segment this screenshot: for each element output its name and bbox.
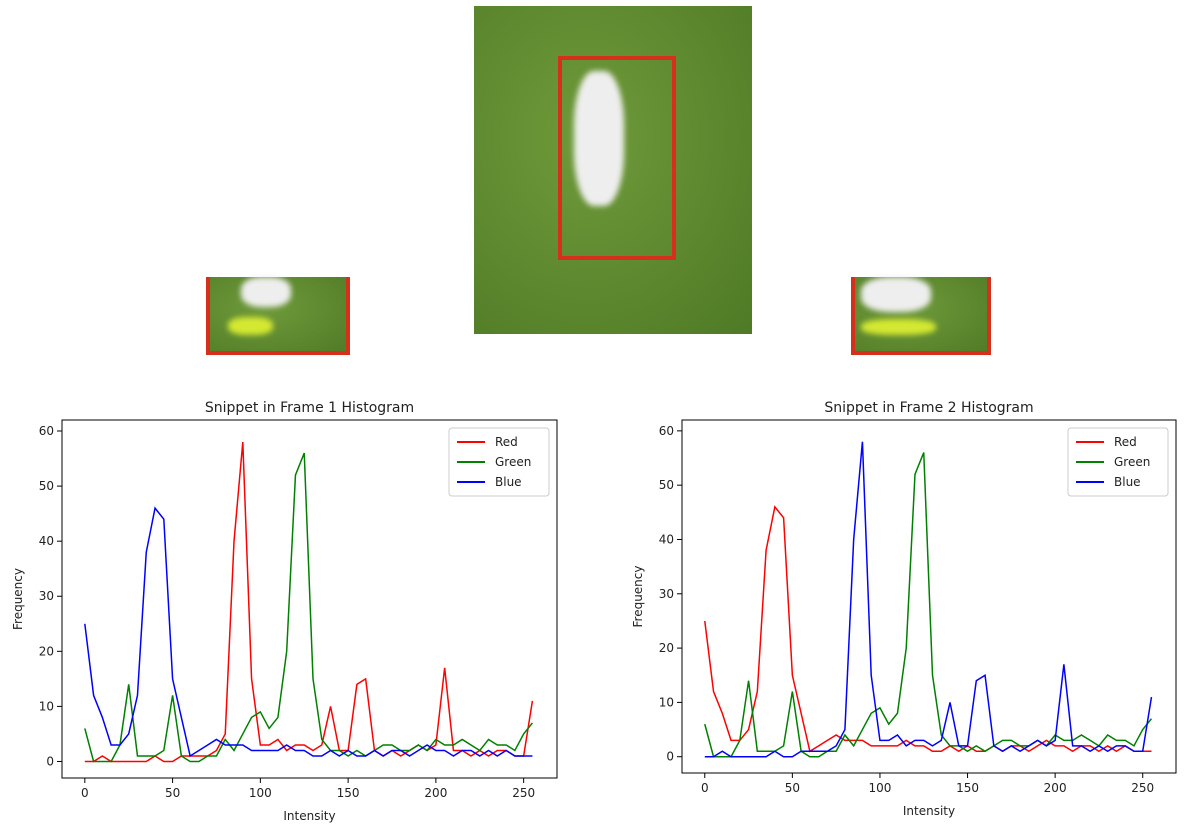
y-tick-label: 10	[659, 695, 674, 709]
series-line	[84, 452, 534, 763]
bounding-box	[558, 56, 676, 260]
leg	[241, 277, 291, 307]
legend-label: Blue	[495, 475, 522, 489]
y-tick-label: 0	[666, 750, 674, 764]
legend-label: Red	[1114, 435, 1137, 449]
snippet-box	[206, 277, 350, 355]
x-tick-label: 250	[512, 786, 535, 800]
chart-title: Snippet in Frame 1 Histogram	[205, 400, 414, 416]
x-tick-label: 100	[249, 786, 272, 800]
player	[574, 71, 624, 206]
legend-label: Blue	[1114, 475, 1141, 489]
legend-label: Green	[1114, 455, 1150, 469]
x-tick-label: 50	[165, 786, 180, 800]
x-tick-label: 0	[81, 786, 89, 800]
x-axis-label: Intensity	[283, 809, 335, 823]
y-tick-label: 50	[659, 478, 674, 492]
y-tick-label: 60	[39, 424, 54, 438]
series-line	[704, 505, 1152, 753]
shoe	[861, 319, 936, 335]
y-tick-label: 40	[39, 534, 54, 548]
leg	[861, 277, 931, 312]
x-tick-label: 100	[868, 781, 891, 795]
legend-label: Red	[495, 435, 518, 449]
snippet-2	[851, 277, 991, 355]
x-tick-label: 200	[424, 786, 447, 800]
x-tick-label: 0	[701, 781, 709, 795]
y-axis-label: Frequency	[631, 566, 645, 628]
legend-box	[1067, 427, 1169, 497]
snippet-box	[851, 277, 991, 355]
x-tick-label: 150	[956, 781, 979, 795]
y-tick-label: 40	[659, 532, 674, 546]
series-line	[84, 506, 533, 758]
y-tick-label: 60	[659, 424, 674, 438]
series-line	[704, 441, 1153, 758]
y-tick-label: 20	[39, 644, 54, 658]
plot-frame	[61, 419, 558, 779]
chart-title: Snippet in Frame 2 Histogram	[824, 400, 1033, 416]
y-tick-label: 0	[46, 754, 54, 768]
series-line	[84, 441, 534, 763]
x-tick-label: 50	[785, 781, 800, 795]
shoe	[228, 317, 273, 335]
frame-image	[474, 6, 752, 334]
y-tick-label: 20	[659, 641, 674, 655]
plot-frame	[681, 419, 1177, 774]
y-tick-label: 30	[39, 589, 54, 603]
x-tick-label: 250	[1131, 781, 1154, 795]
legend-box	[448, 427, 550, 497]
x-tick-label: 150	[337, 786, 360, 800]
snippet-1	[206, 277, 350, 355]
y-axis-label: Frequency	[11, 568, 25, 630]
legend-label: Green	[495, 455, 531, 469]
x-tick-label: 200	[1044, 781, 1067, 795]
y-tick-label: 30	[659, 587, 674, 601]
x-axis-label: Intensity	[903, 804, 955, 818]
y-tick-label: 50	[39, 479, 54, 493]
y-tick-label: 10	[39, 699, 54, 713]
series-line	[704, 452, 1153, 758]
